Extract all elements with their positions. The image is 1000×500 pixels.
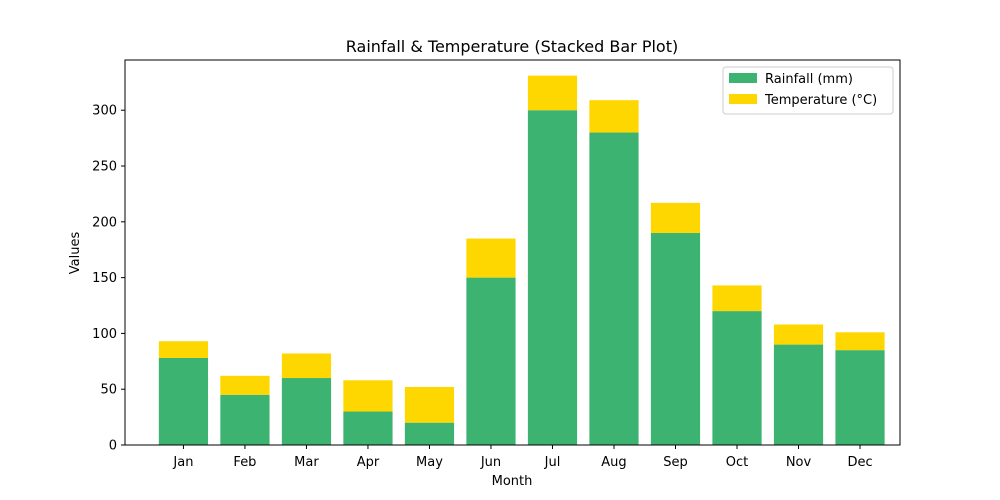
x-axis: Jan Feb Mar Apr May Jun Jul Aug Sep Oct Nov Dec [172,445,873,470]
x-tick-label-jan: Jan [172,455,193,470]
bar-jul-series-0 [527,110,578,445]
x-tick-label-apr: Apr [357,455,380,470]
plot-area-frame [124,59,901,446]
x-axis-label: Month [492,474,533,489]
bar-mar-series-1 [281,353,332,379]
x-tick-label-jul: Jul [544,455,561,470]
bar-dec-series-0 [835,350,885,445]
x-tick-label-feb: Feb [233,455,256,470]
legend-label-series-1: Temperature (°C) [764,93,877,108]
bar-feb-series-0 [220,394,270,445]
bar-aug-series-1 [589,100,639,133]
bar-may-series-1 [404,386,455,423]
legend-box [722,66,894,115]
legend-label-series-0: Rainfall (mm) [765,72,853,87]
legend-swatch-series-1 [729,94,757,104]
bar-nov-series-0 [773,344,824,445]
x-tick-label-sep: Sep [663,455,688,470]
bar-jun-series-1 [466,238,516,278]
bar-mar-series-0 [281,378,332,445]
bar-sep-series-1 [650,202,701,233]
x-tick-label-may: May [416,455,443,470]
bar-sep-series-0 [650,232,701,445]
y-tick-label-300: 300 [92,104,117,119]
bar-oct-series-0 [712,311,762,445]
x-tick-label-oct: Oct [726,455,748,470]
bar-oct-series-1 [712,285,762,312]
legend: Rainfall (mm) Temperature (°C) [722,66,894,115]
bar-jan-series-0 [158,357,209,445]
x-tick-label-dec: Dec [847,455,872,470]
bar-apr-series-0 [343,411,393,445]
bar-apr-series-1 [343,380,393,412]
y-axis-label: Values [68,232,83,275]
y-tick-label-150: 150 [92,271,117,286]
x-tick-label-jun: Jun [480,455,501,470]
bar-may-series-0 [404,422,455,445]
x-tick-label-nov: Nov [786,455,812,470]
y-axis: 0 50 100 150 200 250 300 [92,104,125,454]
x-tick-label-aug: Aug [601,455,626,470]
y-tick-label-0: 0 [109,439,117,454]
bar-dec-series-1 [835,332,885,351]
bar-aug-series-0 [589,132,639,446]
bar-jan-series-1 [158,341,209,358]
bar-jul-series-1 [527,75,578,111]
y-tick-label-100: 100 [92,327,117,342]
bar-jun-series-0 [466,277,516,445]
y-tick-label-200: 200 [92,215,117,230]
bars-group [158,75,885,446]
y-tick-label-50: 50 [100,383,117,398]
y-tick-label-250: 250 [92,160,117,175]
x-tick-label-mar: Mar [294,455,319,470]
legend-swatch-series-0 [729,73,757,83]
bar-nov-series-1 [773,324,824,345]
chart-title: Rainfall & Temperature (Stacked Bar Plot… [346,37,678,56]
bar-feb-series-1 [220,375,270,395]
